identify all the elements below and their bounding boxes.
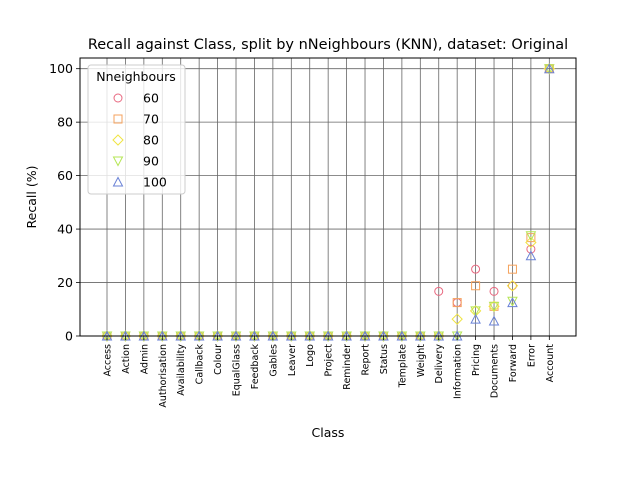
data-point-100 [543,63,555,74]
y-tick-label: 60 [57,168,73,183]
data-point-100 [470,313,481,324]
x-tick-label: Logo [305,344,316,367]
data-point-60 [471,264,481,274]
legend-entry: 60 [143,91,159,106]
x-tick-label: Forward [508,344,519,382]
data-point-100 [525,250,537,261]
x-tick-label: Action [121,344,132,374]
x-tick-label: Reminder [342,344,353,390]
x-tick-label: Availability [176,344,187,396]
legend-marker-70 [113,114,123,124]
x-tick-label: Documents [490,344,501,398]
x-axis-label: Class [312,425,345,440]
x-tick-label: Feedback [250,344,261,390]
data-point-70 [471,281,481,291]
legend-marker-90 [112,156,124,167]
legend-entry: 90 [143,154,159,169]
legend-marker-80 [112,134,124,146]
x-tick-label: Pricing [471,344,482,376]
x-axis: Access Action Admin Authorisation Availabili… [103,336,556,408]
legend-marker-100 [112,176,124,187]
x-tick-label: Error [526,344,537,367]
data-point-90 [525,231,537,242]
x-tick-label: Callback [195,344,206,385]
x-tick-label: Admin [139,344,150,374]
data-point-80 [451,313,463,325]
data-point-70 [526,233,536,243]
data-point-60 [489,286,499,296]
x-tick-label: Authorisation [158,344,169,408]
data-point-60 [507,281,517,291]
legend-entry: 100 [143,175,167,190]
data-point-60 [434,286,444,296]
y-tick-label: 100 [49,61,73,76]
x-tick-label: Delivery [434,344,445,384]
data-point-90 [488,301,500,312]
legend-marker-60 [113,93,123,103]
data-point-80 [525,236,537,249]
data-point-90 [470,306,481,317]
y-tick-label: 80 [57,115,73,130]
legend-entry: 80 [143,133,159,148]
legend: Nneighbours 60 70 80 90 100 [87,64,186,195]
x-tick-label: Report [361,344,372,376]
chart-title: Recall against Class, split by nNeighbou… [88,37,568,53]
y-axis-label: Recall (%) [24,166,39,229]
y-tick-label: 20 [57,275,73,290]
x-tick-label: Weight [416,344,427,377]
y-axis: 0 20 40 60 80 100 [49,61,80,344]
data-point-60 [526,244,536,254]
x-tick-label: Colour [213,344,224,375]
legend-entry: 70 [143,112,159,127]
x-tick-label: Gables [268,344,279,377]
legend-title: Nneighbours [96,69,175,84]
x-tick-label: Account [545,344,556,383]
data-point-80 [506,280,519,292]
data-point-70 [452,298,462,308]
data-point-100 [488,315,500,326]
y-tick-label: 0 [65,329,73,344]
x-tick-label: Information [453,344,464,399]
legend-box [87,64,186,195]
x-tick-label: EqualGlass [232,344,243,396]
y-tick-label: 40 [57,222,73,237]
data-point-70 [507,264,517,274]
x-tick-label: Leaver [287,344,298,376]
x-tick-label: Project [324,344,335,377]
x-tick-label: Template [397,344,408,389]
data-point-100 [507,297,518,308]
x-tick-label: Status [379,344,390,374]
x-tick-label: Access [103,344,114,377]
